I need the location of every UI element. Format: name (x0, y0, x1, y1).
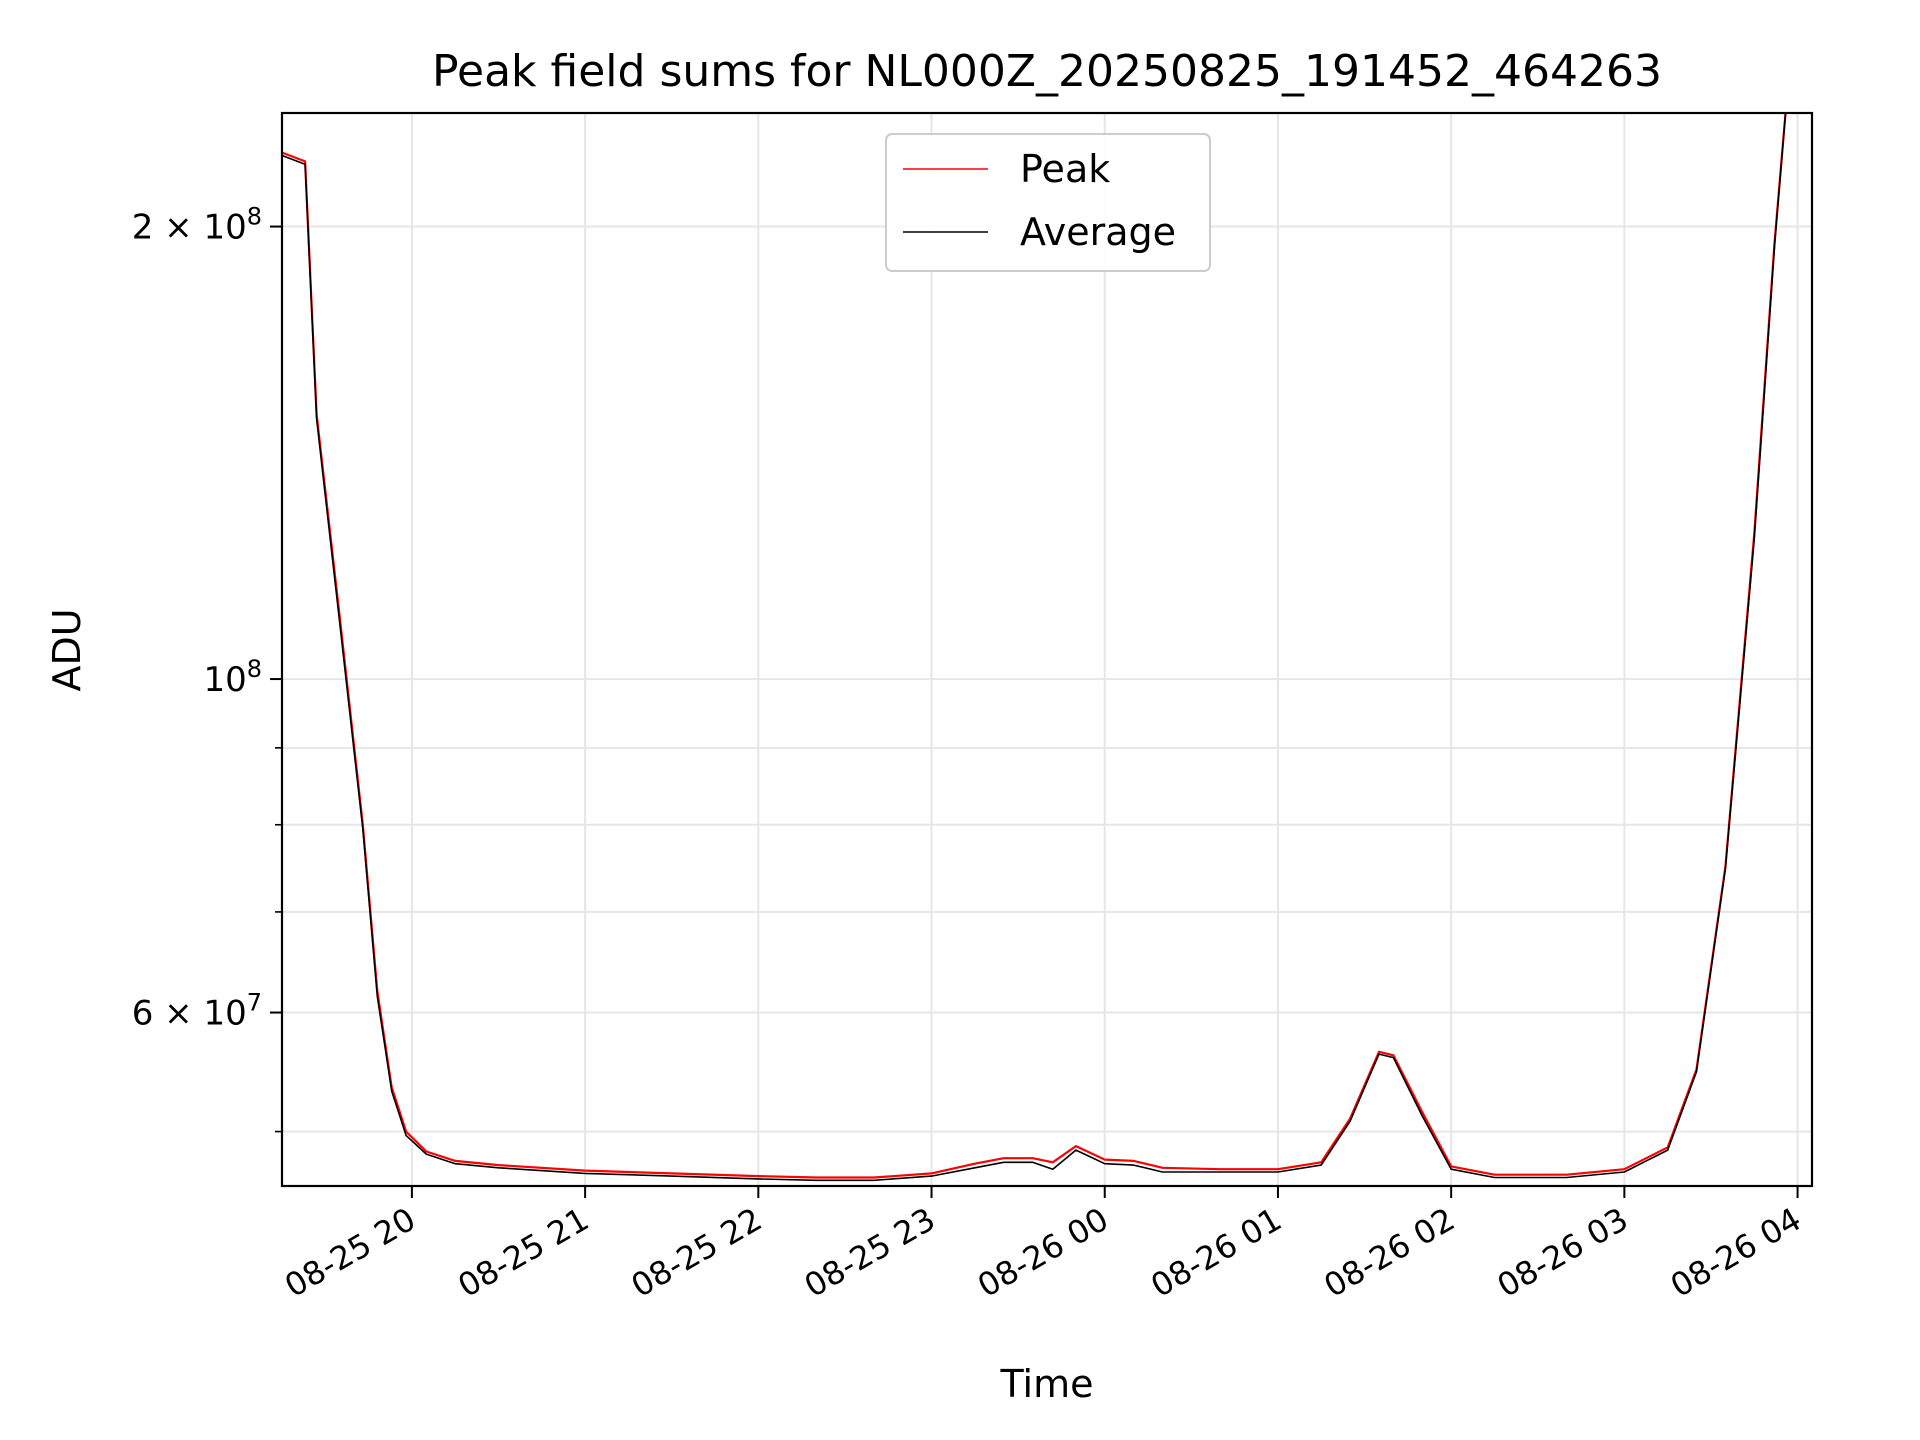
y-axis-label: ADU (45, 608, 89, 691)
series-line-peak (282, 113, 1787, 1179)
y-tick-label: 2 × 108 (132, 203, 262, 248)
legend: Peak Average (885, 133, 1211, 272)
legend-average-label: Average (1020, 210, 1176, 254)
series-layer (282, 113, 1787, 1182)
plot-frame (280, 111, 1814, 1188)
y-tick-label: 108 (203, 655, 262, 700)
y-tick-label: 6 × 107 (132, 989, 262, 1034)
x-axis-label: Time (1000, 1362, 1094, 1406)
chart-title: Peak field sums for NL000Z_20250825_1914… (432, 46, 1662, 97)
series-line-average (282, 113, 1787, 1182)
y-axis-ticks: 2 × 108 108 6 × 107 (132, 203, 282, 1133)
legend-peak-label: Peak (1020, 147, 1110, 191)
